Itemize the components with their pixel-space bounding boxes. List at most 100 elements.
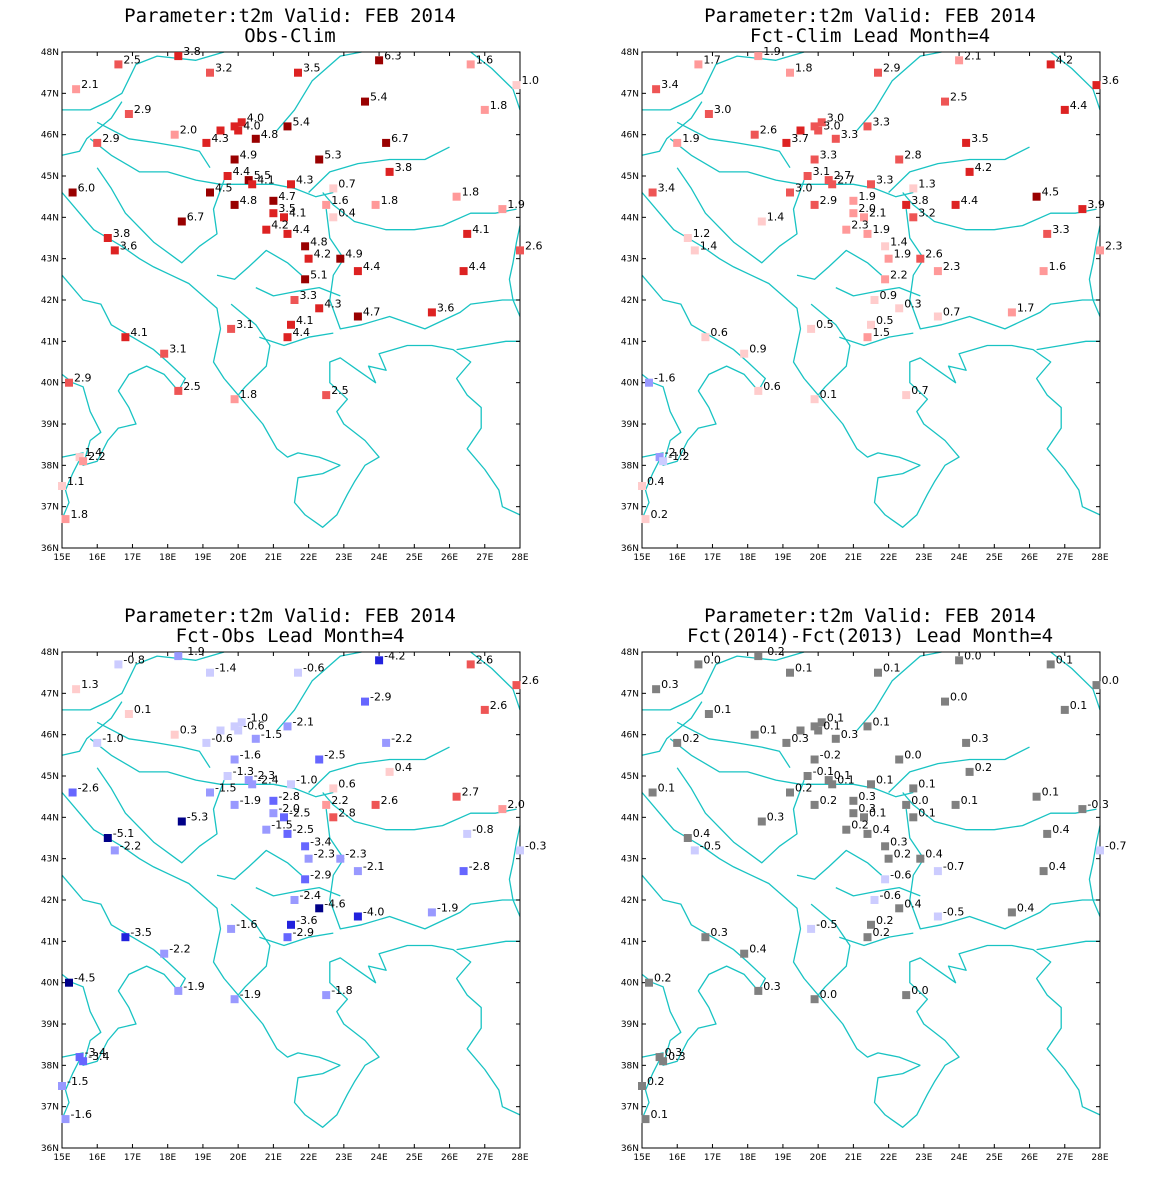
- station-value-label: 1.9: [858, 190, 876, 203]
- station-value-label: 1.6: [331, 194, 349, 207]
- lat-tick-label: 44N: [621, 213, 639, 223]
- lon-tick-label: 23E: [915, 553, 932, 563]
- station-value-label: 2.6: [525, 239, 543, 252]
- station-value-label: -2.4: [300, 889, 321, 902]
- lat-tick-label: 48N: [621, 648, 639, 658]
- station-marker: [860, 813, 868, 822]
- station-marker: [965, 767, 974, 776]
- lon-tick-label: 25E: [406, 1153, 423, 1163]
- lat-tick-label: 41N: [621, 937, 639, 947]
- coastline: [835, 886, 921, 897]
- station-value-label: -0.6: [880, 889, 901, 902]
- station-marker: [1092, 81, 1101, 90]
- station-value-label: 0.0: [1102, 674, 1120, 687]
- station-value-label: 2.6: [476, 653, 494, 666]
- station-value-label: -2.3: [314, 848, 335, 861]
- station-marker: [294, 668, 302, 677]
- lon-tick-label: 23E: [335, 1153, 352, 1163]
- station-marker: [955, 56, 964, 65]
- station-marker: [786, 188, 794, 197]
- station-value-label: 1.8: [71, 508, 89, 521]
- station-marker: [480, 105, 489, 114]
- lat-tick-label: 36N: [41, 1144, 59, 1154]
- station-marker: [280, 213, 288, 222]
- station-marker: [248, 180, 257, 189]
- lon-tick-label: 18E: [159, 1153, 176, 1163]
- panel-subtitle: Obs-Clim: [244, 25, 336, 47]
- station-marker: [61, 1115, 70, 1124]
- station-marker: [283, 333, 292, 342]
- station-marker: [641, 515, 650, 524]
- lat-tick-label: 47N: [621, 89, 639, 99]
- station-value-label: 1.9: [894, 248, 912, 261]
- station-value-label: 3.1: [169, 343, 187, 356]
- station-marker: [304, 254, 313, 263]
- station-value-label: 2.5: [950, 91, 968, 104]
- station-marker: [375, 56, 384, 65]
- station-marker: [230, 155, 239, 164]
- station-marker: [1092, 681, 1101, 690]
- lon-tick-label: 21E: [265, 553, 282, 563]
- station-marker: [121, 333, 130, 342]
- station-value-label: 0.1: [918, 777, 936, 790]
- station-marker: [863, 122, 872, 131]
- station-value-label: -1.9: [183, 645, 204, 658]
- station-value-label: 0.3: [668, 1050, 686, 1063]
- station-marker: [909, 813, 918, 822]
- station-value-label: 0.3: [841, 728, 859, 741]
- station-marker: [810, 995, 819, 1004]
- station-value-label: -0.7: [1105, 839, 1126, 852]
- lon-tick-label: 27E: [1056, 1153, 1073, 1163]
- station-marker: [933, 267, 942, 276]
- station-value-label: 1.4: [890, 235, 908, 248]
- station-value-label: 4.4: [1070, 99, 1088, 112]
- station-marker: [294, 68, 302, 77]
- lon-tick-label: 28E: [1091, 553, 1108, 563]
- station-value-label: 0.3: [661, 678, 679, 691]
- coastline: [259, 332, 334, 347]
- station-value-label: 5.3: [324, 149, 342, 162]
- station-value-label: 0.4: [1052, 823, 1070, 836]
- station-marker: [79, 457, 88, 466]
- lat-tick-label: 38N: [621, 461, 639, 471]
- station-marker: [754, 652, 763, 661]
- station-marker: [796, 126, 805, 135]
- station-value-label: 1.6: [1049, 260, 1067, 273]
- station-value-label: -2.2: [391, 732, 412, 745]
- station-value-label: 0.4: [873, 823, 891, 836]
- station-value-label: 2.9: [883, 62, 901, 75]
- lon-tick-label: 15E: [53, 553, 70, 563]
- panel-subtitle: Fct-Obs Lead Month=4: [175, 625, 405, 647]
- coastline: [1088, 825, 1101, 917]
- station-marker: [757, 817, 766, 826]
- station-value-label: -1.8: [331, 984, 352, 997]
- station-marker: [103, 834, 112, 842]
- lat-tick-label: 39N: [621, 1020, 639, 1030]
- station-marker: [962, 138, 971, 147]
- station-marker: [75, 453, 84, 462]
- station-value-label: 0.1: [134, 703, 152, 716]
- station-marker: [659, 1057, 668, 1066]
- coastline: [89, 738, 249, 785]
- coastline: [902, 792, 1097, 831]
- station-value-label: 2.9: [134, 103, 152, 116]
- station-marker: [863, 333, 872, 342]
- station-marker: [645, 978, 653, 987]
- station-marker: [884, 254, 893, 263]
- station-value-label: -3.4: [88, 1050, 109, 1063]
- station-value-label: 0.3: [890, 835, 908, 848]
- lon-tick-label: 27E: [476, 553, 493, 563]
- station-marker: [916, 254, 925, 263]
- coastline: [248, 783, 334, 798]
- station-marker: [283, 122, 292, 131]
- station-value-label: 1.6: [476, 53, 494, 66]
- lon-tick-label: 26E: [1021, 553, 1038, 563]
- lon-tick-label: 18E: [739, 1153, 756, 1163]
- station-marker: [174, 986, 183, 995]
- station-value-label: 0.4: [925, 848, 943, 861]
- station-value-label: 3.6: [120, 239, 138, 252]
- station-value-label: 2.1: [869, 206, 887, 219]
- station-marker: [79, 1057, 88, 1066]
- station-value-label: 1.5: [873, 326, 891, 339]
- station-value-label: -2.9: [370, 691, 391, 704]
